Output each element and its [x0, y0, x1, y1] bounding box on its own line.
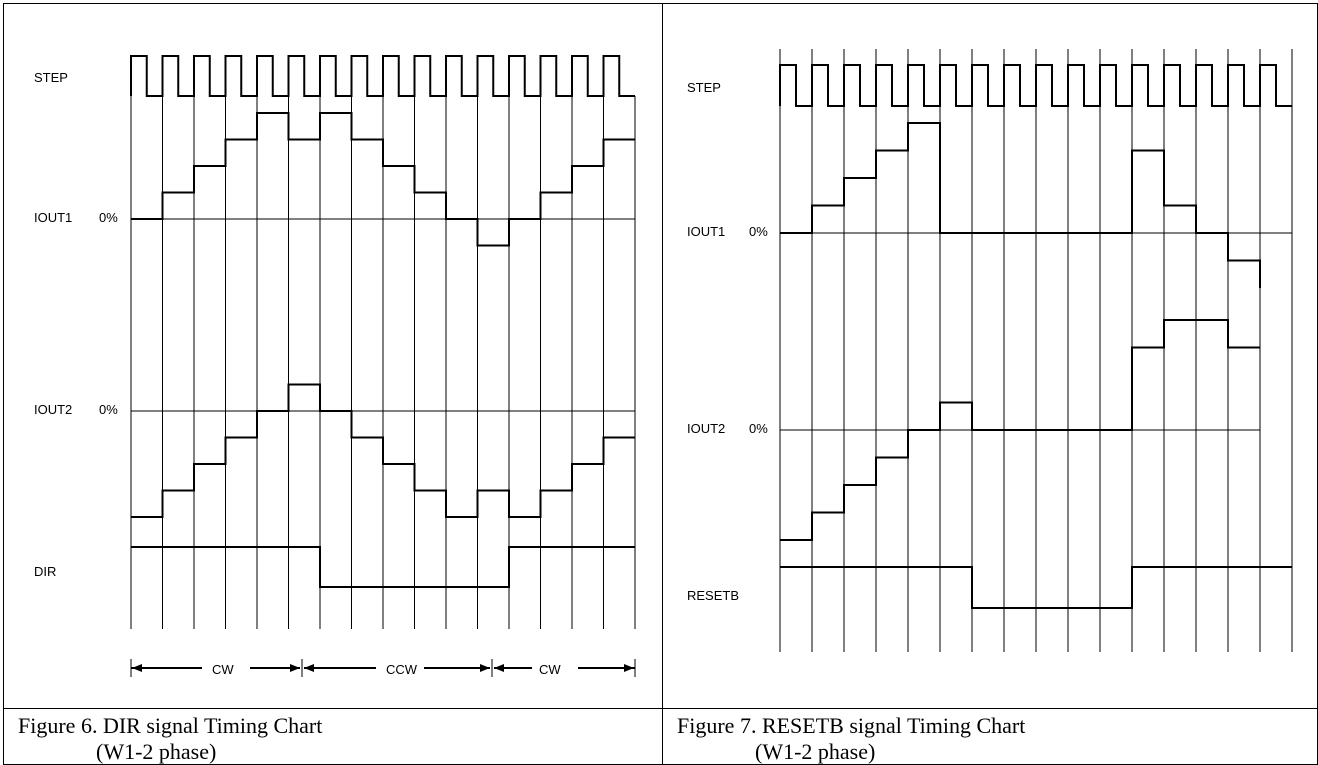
figure-6-caption-cell: Figure 6. DIR signal Timing Chart (W1-2 p…: [3, 708, 663, 765]
figure-7-caption-cell: Figure 7. RESETB signal Timing Chart (W1-…: [662, 708, 1318, 765]
iout1-zero-label: 0%: [99, 210, 118, 225]
figure-7-caption: Figure 7. RESETB signal Timing Chart (W1-…: [677, 713, 1025, 765]
step-waveform: [779, 64, 1292, 107]
step-label: STEP: [687, 80, 721, 95]
arrow-head: [290, 664, 300, 672]
iout2-waveform: [131, 383, 635, 518]
figure-7-panel: STEP IOUT1 0% IOUT2 0% RESETB: [662, 3, 1318, 709]
cw-right-label: CW: [539, 662, 561, 677]
caption-line-2: (W1-2 phase): [96, 739, 217, 764]
timing-gridlines: [130, 96, 636, 629]
cw-left-label: CW: [212, 662, 234, 677]
arrow-head: [132, 664, 142, 672]
step-waveform: [130, 55, 635, 97]
iout2-zero-label: 0%: [749, 421, 768, 436]
iout2-label: IOUT2: [687, 421, 725, 436]
arrow-head: [304, 664, 314, 672]
iout1-label: IOUT1: [34, 210, 72, 225]
iout1-label: IOUT1: [687, 224, 725, 239]
arrow-head: [494, 664, 504, 672]
resetb-waveform: [780, 566, 1292, 609]
arrow-head: [480, 664, 490, 672]
iout1-waveform: [131, 112, 635, 247]
figure-6-caption: Figure 6. DIR signal Timing Chart (W1-2 p…: [18, 713, 322, 765]
caption-line-1: Figure 6. DIR signal Timing Chart: [18, 713, 323, 738]
figure-6-panel: STEP IOUT1 0% IOUT2 0% DIR CW CCW CW: [3, 3, 663, 709]
dir-timing-chart: STEP IOUT1 0% IOUT2 0% DIR CW CCW CW: [34, 55, 636, 677]
iout1-waveform: [780, 122, 1261, 288]
iout2-zero-label: 0%: [99, 402, 118, 417]
ccw-label: CCW: [386, 662, 418, 677]
dir-waveform: [131, 546, 635, 588]
caption-line-1: Figure 7. RESETB signal Timing Chart: [677, 713, 1026, 738]
iout2-waveform: [780, 319, 1260, 541]
iout2-label: IOUT2: [34, 402, 72, 417]
iout1-zero-label: 0%: [749, 224, 768, 239]
direction-arrows: [130, 659, 636, 677]
timing-gridlines: [779, 49, 1293, 652]
arrow-head: [624, 664, 634, 672]
dir-label: DIR: [34, 564, 56, 579]
resetb-timing-chart: STEP IOUT1 0% IOUT2 0% RESETB: [687, 49, 1293, 652]
step-label: STEP: [34, 70, 68, 85]
caption-line-2: (W1-2 phase): [755, 739, 876, 764]
resetb-label: RESETB: [687, 588, 739, 603]
